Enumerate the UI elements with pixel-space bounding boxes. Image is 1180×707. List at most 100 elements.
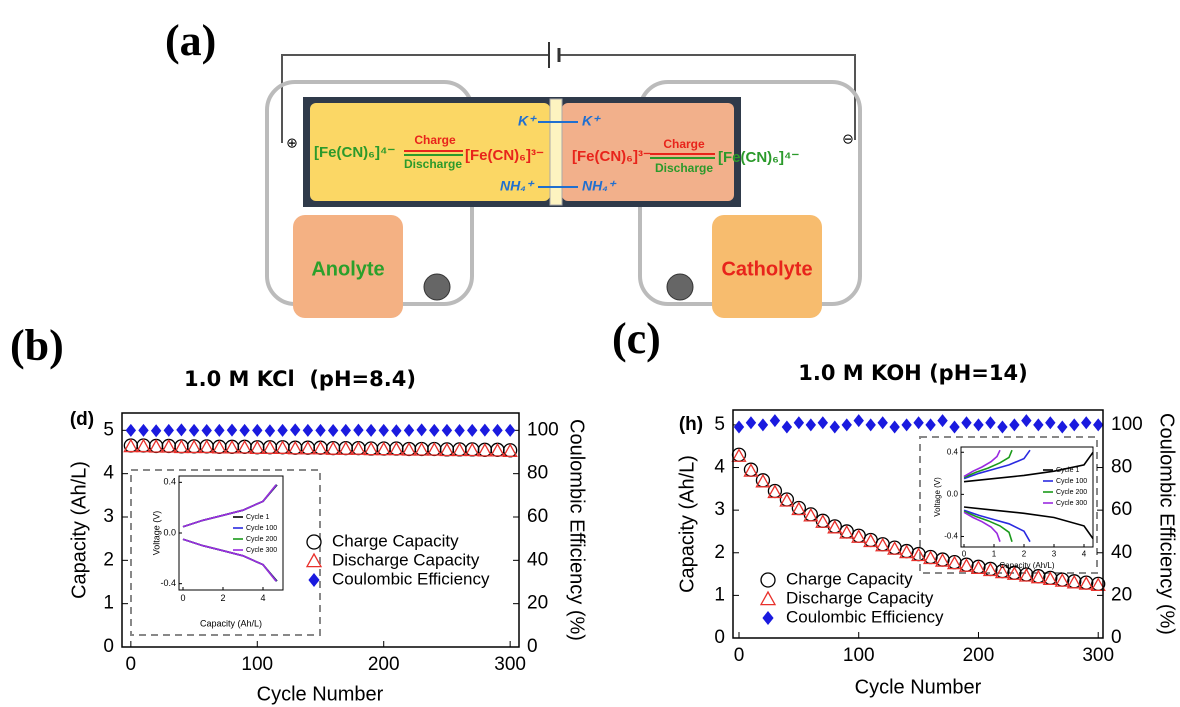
marker <box>403 423 415 437</box>
marker <box>150 424 162 438</box>
y2-tick-label: 20 <box>1111 584 1132 605</box>
marker <box>312 440 329 455</box>
marker <box>793 416 805 430</box>
plot-frame <box>960 446 1094 548</box>
marker <box>997 420 1008 434</box>
marker <box>226 423 238 437</box>
y-tick-label: 5 <box>103 419 114 440</box>
marker <box>1069 418 1080 432</box>
marker <box>186 439 202 454</box>
reaction-label: Discharge <box>404 157 462 171</box>
legend-label: Cycle 200 <box>1056 489 1087 496</box>
chart-label: (h) <box>679 414 703 435</box>
species: [Fe(CN)₆]³⁻ <box>572 148 651 165</box>
marker <box>414 441 430 456</box>
y2-tick-label: 0 <box>1111 627 1122 648</box>
ion: NH₄⁺ <box>582 178 617 194</box>
tank-label: Catholyte <box>721 258 812 280</box>
marker <box>961 416 972 430</box>
x-tick-label: 0 <box>962 550 967 559</box>
y2-tick-label: 60 <box>1111 499 1132 520</box>
legend-label: Charge Capacity <box>332 531 459 550</box>
membrane <box>549 98 563 206</box>
voltage-curve <box>963 451 1094 540</box>
marker <box>454 424 465 438</box>
marker <box>949 420 960 434</box>
marker <box>300 440 316 455</box>
y-tick-label: 2 <box>714 542 725 563</box>
y2-tick-label: 100 <box>527 419 559 440</box>
marker <box>865 418 876 432</box>
ion: K⁺ <box>518 113 537 129</box>
x-axis-label: Capacity (Ah/L) <box>200 618 262 628</box>
marker <box>249 440 265 454</box>
marker <box>262 440 278 454</box>
marker <box>1033 418 1044 432</box>
electrode: ⊖ <box>842 131 854 147</box>
marker <box>901 418 912 432</box>
marker <box>1018 567 1034 582</box>
y-tick-label: -0.4 <box>944 532 958 541</box>
marker <box>1066 574 1082 589</box>
voltage-curve <box>963 449 1001 542</box>
y-axis-label: Capacity (Ah/L) <box>676 455 698 593</box>
voltage-curve <box>963 449 1013 542</box>
tank <box>712 215 822 318</box>
ion: K⁺ <box>582 113 601 129</box>
marker <box>889 420 900 434</box>
marker <box>946 555 963 570</box>
chart-title: 1.0 M KCl (pH=8.4) <box>184 367 416 391</box>
y-tick-label: 0 <box>714 627 725 648</box>
marker <box>188 423 200 437</box>
marker <box>958 558 975 572</box>
marker <box>429 423 440 437</box>
x-tick-label: 4 <box>1082 550 1087 559</box>
x-axis-label: Cycle Number <box>257 683 384 705</box>
marker <box>350 441 367 455</box>
voltage-curve <box>963 449 1031 543</box>
marker <box>994 564 1011 579</box>
marker <box>305 552 323 568</box>
marker <box>1006 566 1022 580</box>
marker <box>125 423 137 437</box>
marker <box>1045 416 1056 430</box>
pump <box>423 273 451 301</box>
diagram: (a) Anolyte Catholyte ⊕ ⊖ [Fe(CN)₆]⁴⁻ Ch… <box>165 16 862 318</box>
marker <box>239 423 250 437</box>
marker <box>378 423 389 437</box>
y2-tick-label: 20 <box>527 593 548 614</box>
y-tick-label: 0.0 <box>163 527 176 537</box>
marker <box>922 550 939 565</box>
marker <box>264 424 276 438</box>
y2-tick-label: 80 <box>527 463 548 484</box>
species: [Fe(CN)₆]⁴⁻ <box>314 144 395 161</box>
marker <box>829 420 840 434</box>
tank-label: Anolyte <box>311 258 384 280</box>
marker <box>731 448 747 462</box>
marker <box>877 416 888 430</box>
inset-background <box>961 447 1093 547</box>
y-tick-label: 5 <box>714 414 725 435</box>
marker <box>325 441 341 455</box>
x-tick-label: 200 <box>963 645 995 666</box>
y2-tick-label: 40 <box>527 549 548 570</box>
marker <box>135 438 152 453</box>
x-tick-label: 1 <box>992 550 997 559</box>
x-axis-label: Cycle Number <box>855 676 982 698</box>
y-tick-label: 0.0 <box>947 489 959 498</box>
marker <box>815 514 831 528</box>
marker <box>1021 414 1032 428</box>
marker <box>315 423 326 437</box>
marker <box>899 544 915 559</box>
legend-label: Cycle 300 <box>246 547 277 554</box>
marker <box>214 423 225 437</box>
marker <box>237 439 253 454</box>
marker <box>925 418 936 432</box>
marker <box>875 537 891 552</box>
marker <box>779 492 795 507</box>
y-tick-label: 3 <box>714 499 725 520</box>
marker <box>910 547 927 562</box>
marker <box>479 423 491 437</box>
marker <box>211 439 227 454</box>
